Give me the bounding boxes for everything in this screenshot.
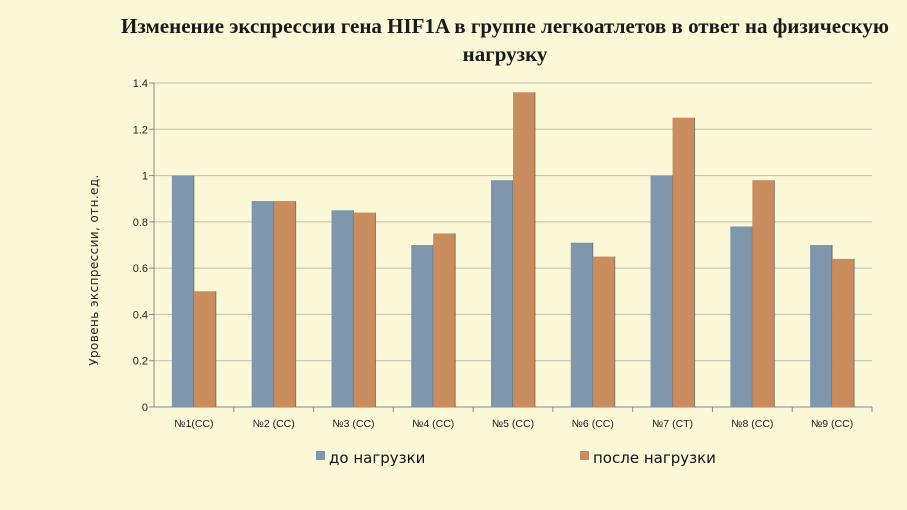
y-tick-label: 1.2 <box>133 124 148 136</box>
legend-label: после нагрузки <box>593 449 716 467</box>
bar <box>752 180 775 407</box>
bar <box>353 212 376 407</box>
bar <box>832 258 855 407</box>
x-tick-label: №6 (CC) <box>572 418 614 430</box>
legend-label: до нагрузки <box>329 449 425 467</box>
legend-swatch <box>316 451 325 460</box>
x-tick-label: №4 (CC) <box>412 418 454 430</box>
y-tick-label: 1.4 <box>133 78 148 90</box>
x-tick-label: №3 (CC) <box>332 418 374 430</box>
bar <box>672 117 695 407</box>
chart-title: Изменение экспрессии гена HIF1A в группе… <box>121 14 889 66</box>
bar <box>273 201 296 407</box>
x-tick-label: №1(CC) <box>174 418 213 430</box>
bar <box>331 210 354 407</box>
y-tick-label: 0.4 <box>133 309 148 321</box>
bar <box>810 245 833 407</box>
x-tick-label: №2 (CC) <box>253 418 295 430</box>
y-tick-label: 1 <box>142 171 148 183</box>
bar <box>193 291 216 407</box>
bar <box>251 201 274 407</box>
bar <box>592 256 615 407</box>
y-tick-label: 0.8 <box>133 217 148 229</box>
y-tick-label: 0 <box>142 402 148 414</box>
bar <box>570 242 593 407</box>
y-tick-label: 0.6 <box>133 263 148 275</box>
bar <box>171 175 194 407</box>
bar <box>730 226 753 407</box>
x-tick-label: №5 (CC) <box>492 418 534 430</box>
bar <box>491 180 513 407</box>
bar <box>650 175 673 407</box>
y-axis-label: Уровень экспрессии, отн.ед. <box>87 174 101 365</box>
y-tick-label: 0.2 <box>133 356 148 368</box>
legend-swatch <box>580 451 589 460</box>
bar <box>433 233 456 407</box>
x-tick-label: №7 (CT) <box>652 418 693 430</box>
x-tick-label: №9 (CC) <box>811 418 853 430</box>
bar <box>411 245 434 407</box>
bar <box>513 92 535 407</box>
x-tick-label: №8 (CC) <box>731 418 773 430</box>
